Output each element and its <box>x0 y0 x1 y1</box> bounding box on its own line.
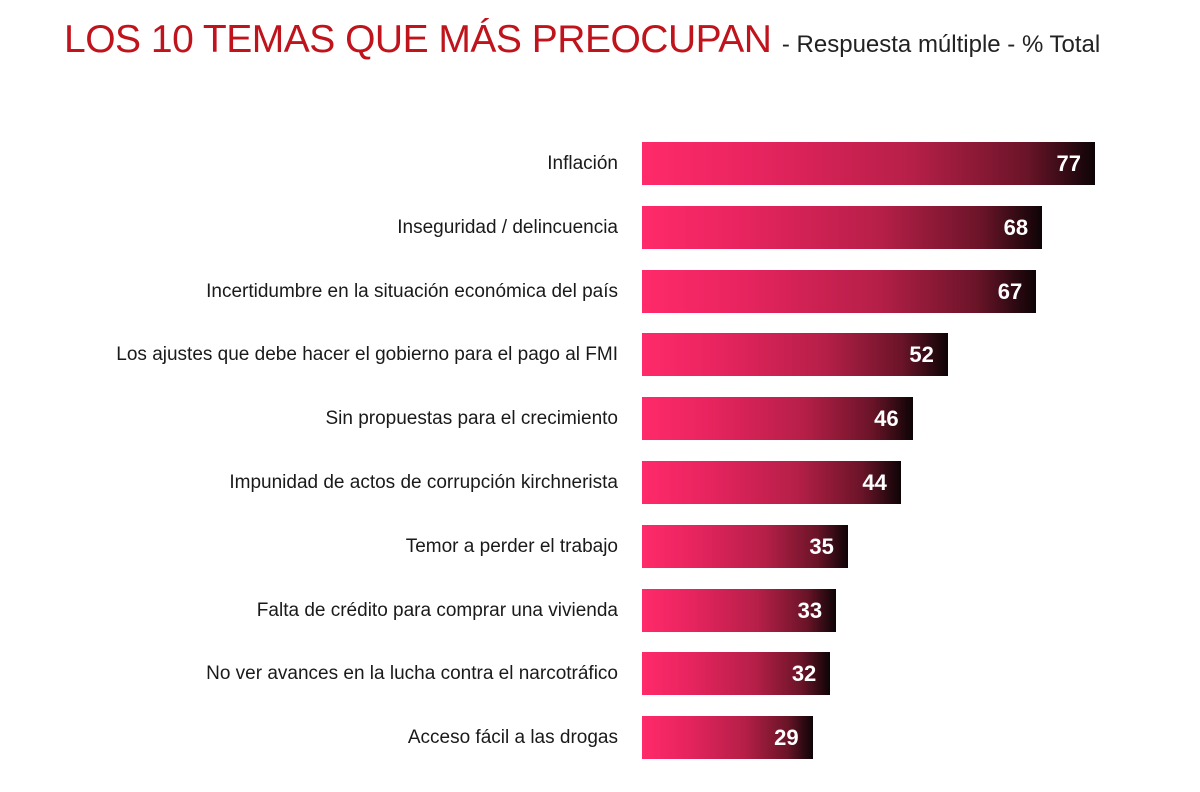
bar-label: Sin propuestas para el crecimiento <box>325 408 618 430</box>
bar-row: Incertidumbre en la situación económica … <box>0 269 1200 313</box>
bar-value: 46 <box>874 406 899 432</box>
bar-value: 67 <box>997 278 1023 304</box>
bar-value: 35 <box>809 533 834 559</box>
bar: 68 <box>642 205 1043 249</box>
bar-row: Impunidad de actos de corrupción kirchne… <box>0 460 1200 504</box>
bar: 29 <box>642 716 813 760</box>
bar-row: Sin propuestas para el crecimiento 46 <box>0 397 1200 441</box>
bar-value: 52 <box>909 342 934 368</box>
bar-label: Temor a perder el trabajo <box>405 535 618 557</box>
bar-value: 68 <box>1003 214 1029 240</box>
bar-chart: Inflación 77 Inseguridad / delincuencia 68 I… <box>0 142 1200 780</box>
bar: 46 <box>642 397 913 441</box>
bar-value: 32 <box>791 661 817 687</box>
bar-value: 44 <box>862 469 887 495</box>
bar-row: No ver avances en la lucha contra el nar… <box>0 652 1200 696</box>
chart-title: LOS 10 TEMAS QUE MÁS PREOCUPAN - Respues… <box>64 18 1100 62</box>
bar: 77 <box>642 142 1095 185</box>
bar-row: Los ajustes que debe hacer el gobierno p… <box>0 333 1200 377</box>
bar-row: Inflación 77 <box>0 142 1200 185</box>
bar-value: 29 <box>774 725 799 751</box>
bar-value: 33 <box>797 597 823 623</box>
bar-label: Inseguridad / delincuencia <box>397 216 618 238</box>
bar: 52 <box>642 333 948 377</box>
bar-label: No ver avances en la lucha contra el nar… <box>206 663 618 685</box>
bar: 32 <box>642 652 831 696</box>
bar-label: Falta de crédito para comprar una vivien… <box>256 599 618 621</box>
bar-row: Temor a perder el trabajo 35 <box>0 524 1200 568</box>
chart-title-main: LOS 10 TEMAS QUE MÁS PREOCUPAN <box>64 18 772 61</box>
bar: 35 <box>642 524 848 568</box>
bar-label: Impunidad de actos de corrupción kirchne… <box>229 471 618 493</box>
bar-label: Incertidumbre en la situación económica … <box>206 280 618 302</box>
bar: 67 <box>642 269 1037 313</box>
bar: 33 <box>642 588 837 632</box>
bar-label: Acceso fácil a las drogas <box>407 727 618 749</box>
bar-row: Inseguridad / delincuencia 68 <box>0 205 1200 249</box>
chart-subtitle: - Respuesta múltiple - % Total <box>781 31 1101 58</box>
bar-label: Los ajustes que debe hacer el gobierno p… <box>116 344 618 366</box>
bar: 44 <box>642 460 901 504</box>
bar-row: Acceso fácil a las drogas 29 <box>0 716 1200 760</box>
bar-label: Inflación <box>547 153 618 174</box>
bar-value: 77 <box>1056 151 1081 176</box>
bar-row: Falta de crédito para comprar una vivien… <box>0 588 1200 632</box>
